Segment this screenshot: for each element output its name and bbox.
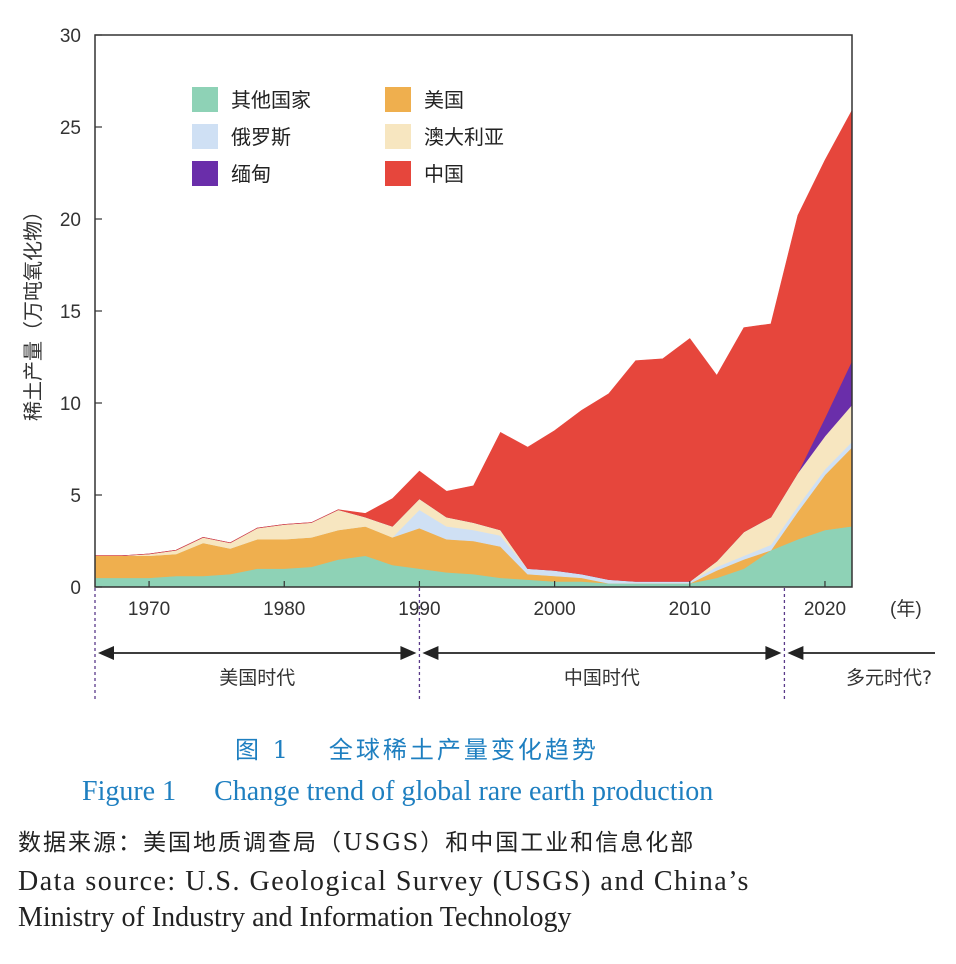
era-annotations: 美国时代 中国时代 多元时代? (94, 588, 935, 700)
legend-label: 缅甸 (231, 162, 271, 186)
legend-label: 中国 (424, 162, 464, 186)
era-arrowhead (422, 646, 439, 660)
caption-en-title: Change trend of global rare earth produc… (214, 776, 714, 807)
x-tick-label: 1990 (398, 599, 440, 620)
y-tick-label: 0 (70, 578, 81, 599)
x-tick-label: 2010 (669, 599, 711, 620)
legend-label: 澳大利亚 (424, 125, 504, 149)
era-label: 美国时代 (219, 667, 295, 689)
y-tick-label: 5 (70, 486, 81, 507)
legend-swatch (192, 124, 218, 149)
legend-swatch (192, 87, 218, 112)
y-tick-label: 20 (60, 210, 81, 231)
x-axis: 1970 1980 1990 2000 2010 2020 (128, 581, 846, 620)
legend-swatch (385, 124, 411, 149)
y-axis: 0 5 10 15 20 25 30 (60, 26, 102, 599)
caption-cn-title: 全球稀土产量变化趋势 (328, 736, 599, 764)
data-source-en-line1: Data source: U.S. Geological Survey (USG… (18, 866, 750, 897)
legend-label: 美国 (424, 88, 464, 112)
x-tick-label: 2020 (804, 599, 846, 620)
caption-en-figure-number: Figure 1 (82, 776, 177, 807)
legend-swatch (385, 161, 411, 186)
x-tick-label: 1980 (263, 599, 305, 620)
y-tick-label: 15 (60, 302, 81, 323)
data-source-cn: 数据来源：美国地质调查局（USGS）和中国工业和信息化部 (18, 830, 696, 856)
x-tick-label: 2000 (533, 599, 575, 620)
y-tick-label: 30 (60, 26, 81, 47)
caption-cn-figure-number: 图 1 (235, 736, 291, 764)
y-tick-label: 10 (60, 394, 81, 415)
era-arrowhead (98, 646, 114, 660)
y-tick-label: 25 (60, 118, 81, 139)
legend-label: 俄罗斯 (231, 125, 291, 149)
x-axis-unit: (年) (890, 598, 922, 620)
legend-swatch (192, 161, 218, 186)
y-axis-label: 稀土产量（万吨氧化物） (21, 201, 45, 421)
legend-label: 其他国家 (231, 88, 311, 112)
data-source-en-line2: Ministry of Industry and Information Tec… (18, 902, 572, 933)
x-tick-label: 1970 (128, 599, 170, 620)
production-chart: 0 5 10 15 20 25 30 1970 1980 1990 2000 2010 2020 (年… (21, 26, 935, 700)
figure-caption-cn: 图 1 全球稀土产量变化趋势 (0, 730, 956, 765)
era-arrowhead (787, 646, 804, 660)
era-label: 中国时代 (564, 667, 640, 689)
figure-caption-en: Figure 1 Change trend of global rare eart… (0, 776, 956, 808)
era-arrowhead (765, 646, 782, 660)
era-label: 多元时代? (846, 667, 932, 689)
era-arrowhead (400, 646, 417, 660)
legend-swatch (385, 87, 411, 112)
